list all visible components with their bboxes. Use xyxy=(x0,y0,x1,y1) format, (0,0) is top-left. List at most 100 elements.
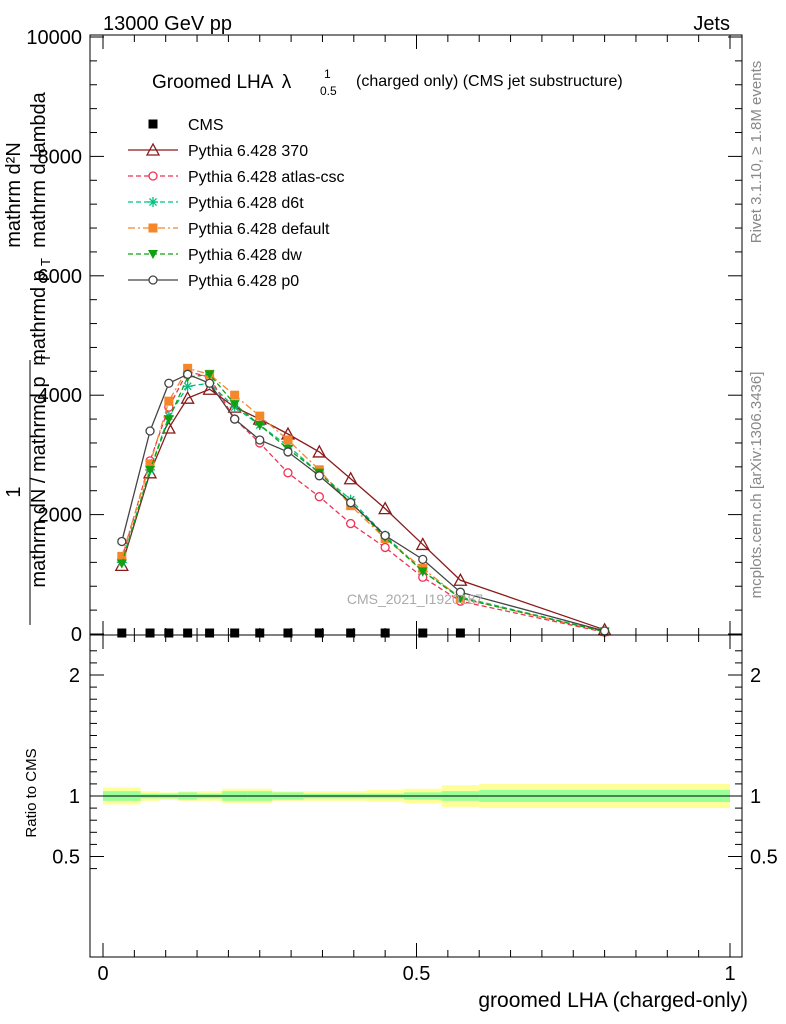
legend-pythia-6-428-p0-marker xyxy=(148,275,158,285)
ratio-ytick-label-right: 2 xyxy=(750,665,761,687)
main-ylabel2-den-sub: T xyxy=(38,258,53,266)
main-ytick-label: 6000 xyxy=(38,266,83,288)
main-plot: 0 2000 4000 6000 8000 10000 CMS_2021_I1920187… xyxy=(26,27,743,646)
series-pythia-6-428-atlas-csc-point xyxy=(346,518,356,529)
series-cms-point-shape xyxy=(145,628,155,638)
series-pythia-6-428-default-point xyxy=(183,363,193,373)
series-pythia-6-428-atlas-csc-point-shape xyxy=(283,468,293,478)
series-pythia-6-428-default-point-shape xyxy=(230,390,240,400)
legend-pythia-6-428-d6t-label: Pythia 6.428 d6t xyxy=(188,195,304,212)
series-pythia-6-428-dw-point xyxy=(163,415,174,425)
series-pythia-6-428-dw-point xyxy=(204,370,215,380)
series-pythia-6-428-p0-point xyxy=(380,530,390,541)
ratio-xlabel: groomed LHA (charged-only) xyxy=(478,989,748,1012)
series-pythia-6-428-default-point xyxy=(283,435,293,445)
legend-pythia-6-428-370-marker-shape xyxy=(145,142,161,156)
series-pythia-6-428-p0-point-shape xyxy=(164,378,174,388)
series-pythia-6-428-default-line xyxy=(121,367,605,633)
series-cms-point-shape xyxy=(183,628,193,638)
series-pythia-6-428-default-point-shape xyxy=(255,411,265,421)
series-pythia-6-428-p0-point-shape xyxy=(204,378,215,388)
series-pythia-6-428-p0-point-shape xyxy=(455,587,466,597)
main-ylabel2-den-rest: mathrm d lambda xyxy=(28,91,50,247)
series-pythia-6-428-p0-point-shape xyxy=(117,536,127,547)
ratio-axis-ticks: 0.5 0.5 1 1 2 2 0 0.5 1 xyxy=(52,635,778,985)
series-cms-point xyxy=(230,628,240,638)
series-pythia-6-428-dw-point xyxy=(116,559,127,569)
series-cms-point-shape xyxy=(346,628,356,638)
ratio-ylabel: Ratio to CMS xyxy=(23,748,40,837)
series-pythia-6-428-dw-point xyxy=(417,567,428,577)
legend: CMS Pythia 6.428 370 Pythia 6.428 atlas-cs… xyxy=(128,117,345,290)
main-ylabel-den: mathrm dN / mathrmd p xyxy=(28,376,50,587)
series-pythia-6-428-dw-point xyxy=(229,400,240,410)
series-cms-point xyxy=(164,628,174,638)
series-pythia-6-428-p0-point xyxy=(314,471,324,481)
series-cms-point-shape xyxy=(164,628,174,638)
series-pythia-6-428-dw-point xyxy=(455,594,466,604)
ratio-ytick-label: 1 xyxy=(69,786,80,808)
mcplots-label: mcplots.cern.ch [arXiv:1306.3436] xyxy=(748,372,765,599)
main-ylabel2-num: mathrm d²N xyxy=(3,142,25,248)
chart-title-symbol: λ xyxy=(282,72,292,93)
series-pythia-6-428-p0-point-shape xyxy=(599,626,610,636)
chart-title-sub: 0.5 xyxy=(320,84,337,98)
header-left: 13000 GeV pp xyxy=(103,13,232,35)
main-series-group xyxy=(114,363,612,638)
main-ylabel: 1 mathrm dN / mathrmd p T mathrm d²N mat… xyxy=(3,91,53,625)
series-pythia-6-428-default-point xyxy=(145,459,155,469)
series-cms-point xyxy=(283,628,293,638)
series-pythia-6-428-dw-point-shape xyxy=(254,421,265,431)
legend-pythia-6-428-atlas-csc-marker-shape xyxy=(148,171,158,181)
main-ytick-label: 10000 xyxy=(26,27,82,49)
series-pythia-6-428-370-point xyxy=(202,381,217,395)
legend-pythia-6-428-default-marker-shape xyxy=(148,223,158,233)
series-cms-point xyxy=(314,628,324,638)
series-pythia-6-428-p0-point xyxy=(230,414,240,424)
legend-pythia-6-428-p0-marker-shape xyxy=(148,275,158,285)
main-ytick-label: 0 xyxy=(71,624,82,646)
series-pythia-6-428-p0-point xyxy=(599,626,610,636)
series-pythia-6-428-370-point-shape xyxy=(453,572,468,586)
series-pythia-6-428-p0-point-shape xyxy=(380,530,390,541)
legend-pythia-6-428-d6t-marker xyxy=(148,197,158,207)
series-cms-point xyxy=(117,628,127,638)
series-pythia-6-428-p0-point-shape xyxy=(283,447,293,457)
series-pythia-6-428-370-point xyxy=(312,444,327,458)
ratio-ytick-label-right: 0.5 xyxy=(750,847,778,869)
main-ylabel2-den: mathrmd p xyxy=(28,270,50,366)
ratio-ytick-label: 0.5 xyxy=(52,847,80,869)
series-cms-point xyxy=(183,628,193,638)
series-pythia-6-428-dw-point-shape xyxy=(229,400,240,410)
series-pythia-6-428-dw-point-shape xyxy=(116,559,127,569)
legend-pythia-6-428-dw-label: Pythia 6.428 dw xyxy=(188,247,302,264)
series-pythia-6-428-atlas-csc-point xyxy=(380,542,390,553)
series-pythia-6-428-dw-point-shape xyxy=(417,567,428,577)
series-pythia-6-428-p0-point xyxy=(283,447,293,457)
series-pythia-6-428-370-point xyxy=(415,537,430,551)
series-pythia-6-428-370-point xyxy=(453,572,468,586)
legend-cms-marker-shape xyxy=(148,119,158,129)
series-pythia-6-428-p0-point xyxy=(255,435,265,445)
series-cms-point xyxy=(145,628,155,638)
series-cms-point-shape xyxy=(117,628,127,638)
series-pythia-6-428-p0-point-shape xyxy=(346,498,356,508)
series-pythia-6-428-p0-point-shape xyxy=(182,369,193,379)
series-cms-point xyxy=(205,628,215,638)
legend-pythia-6-428-370-marker xyxy=(145,142,161,156)
legend-cms-label: CMS xyxy=(188,117,224,134)
series-pythia-6-428-p0-point-shape xyxy=(314,471,324,481)
series-cms-point-shape xyxy=(205,628,215,638)
series-pythia-6-428-370-point-shape xyxy=(161,420,176,434)
series-cms-point xyxy=(346,628,356,638)
series-pythia-6-428-default-point xyxy=(164,396,174,406)
ratio-ytick-label: 2 xyxy=(69,665,80,687)
series-pythia-6-428-p0-point xyxy=(117,536,127,547)
series-pythia-6-428-default-point xyxy=(230,390,240,400)
legend-pythia-6-428-370-label: Pythia 6.428 370 xyxy=(188,143,308,160)
series-cms-point xyxy=(418,628,428,638)
series-pythia-6-428-p0-point-shape xyxy=(230,414,240,424)
series-cms-point-shape xyxy=(314,628,324,638)
series-pythia-6-428-default-point xyxy=(255,411,265,421)
